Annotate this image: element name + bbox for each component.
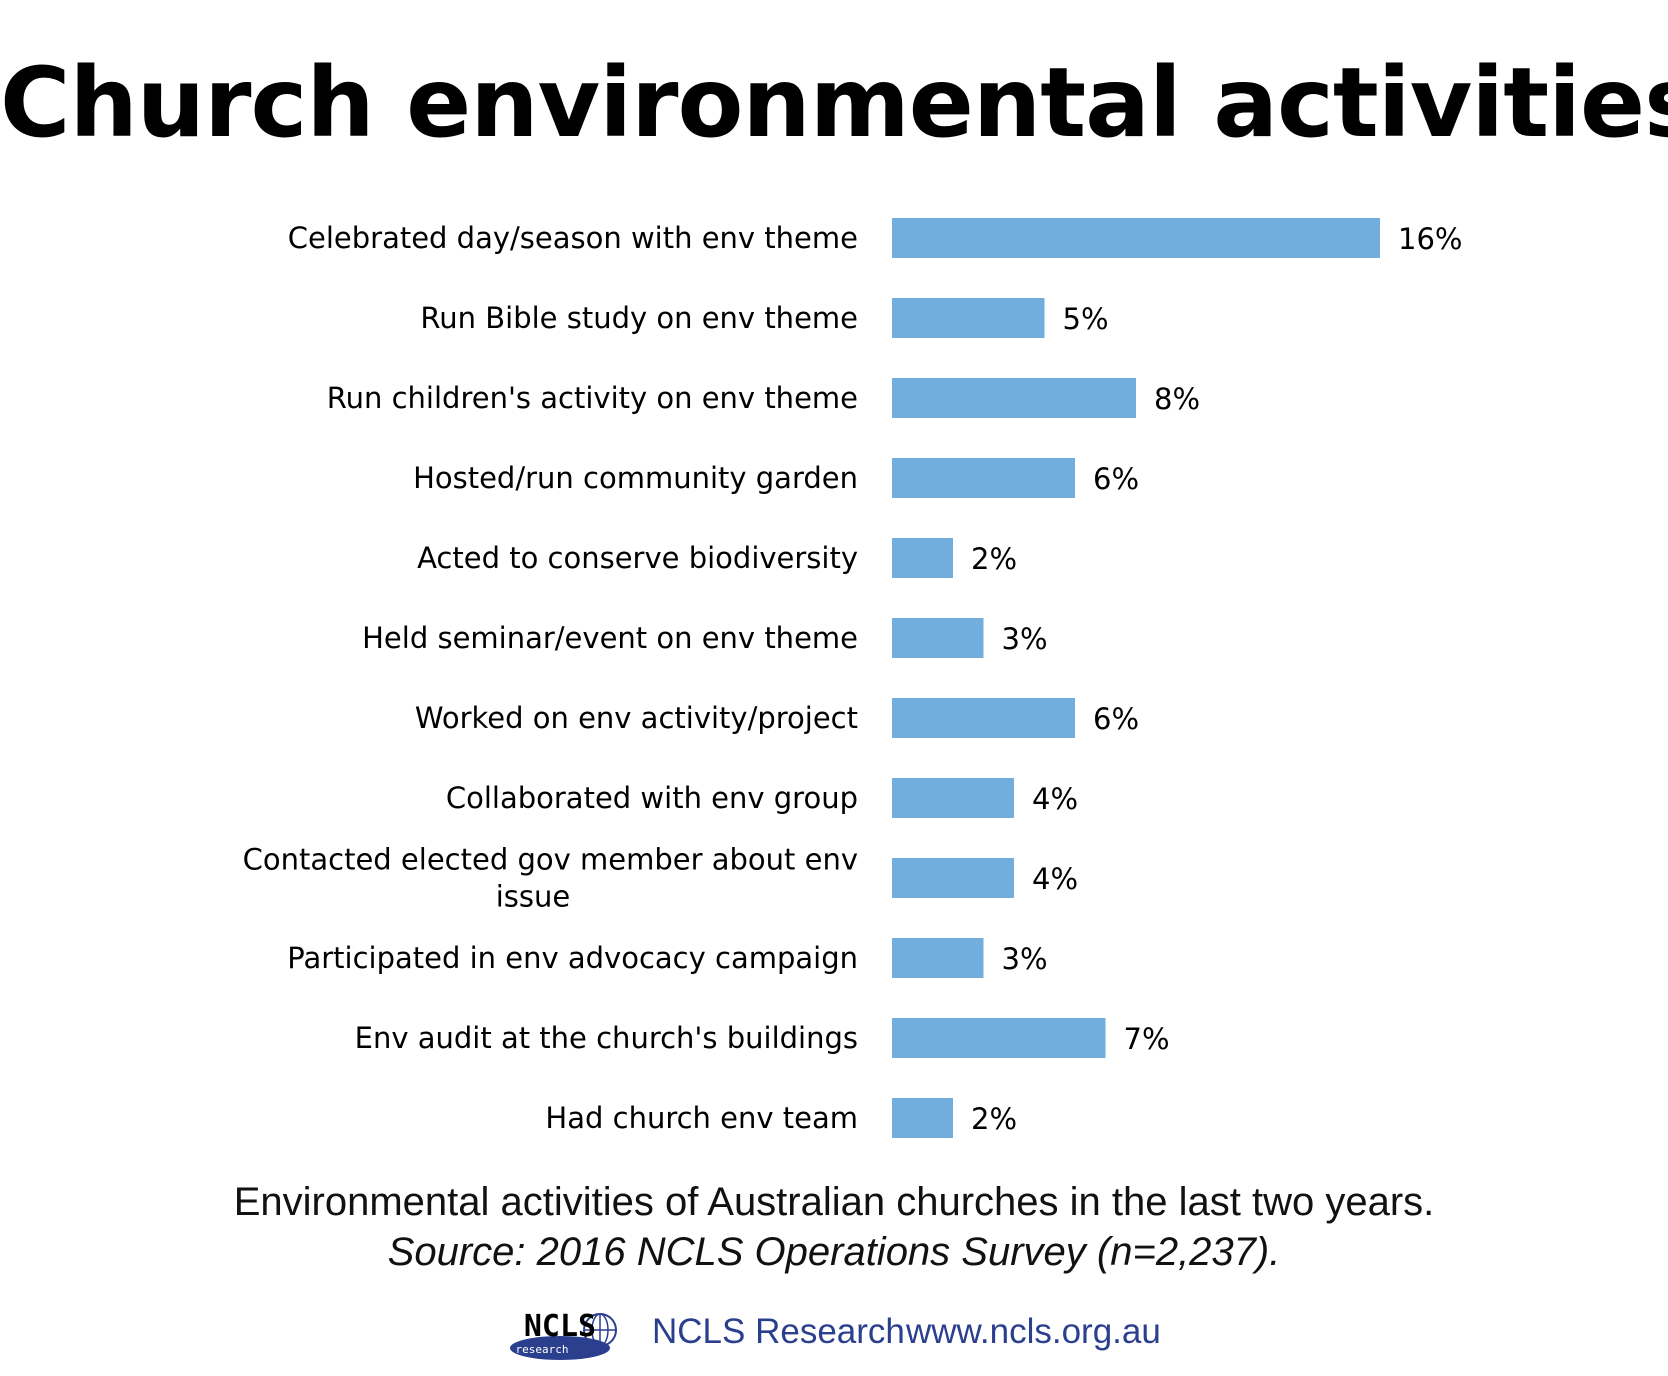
data-label: 4% xyxy=(1032,862,1078,896)
data-label: 3% xyxy=(1002,622,1048,656)
bar xyxy=(892,698,1075,738)
footer: NCLS research NCLS Research www.ncls.org… xyxy=(0,1300,1668,1362)
bar xyxy=(892,378,1136,418)
category-label: Run Bible study on env theme xyxy=(420,301,858,335)
bar xyxy=(892,938,984,978)
category-label: Acted to conserve biodiversity xyxy=(417,541,858,575)
data-label: 16% xyxy=(1398,222,1462,256)
category-label: Run children's activity on env theme xyxy=(327,381,858,415)
category-label: Contacted elected gov member about env is… xyxy=(243,843,858,914)
data-label: 3% xyxy=(1002,942,1048,976)
logo-text: NCLS xyxy=(524,1309,596,1344)
category-label: Hosted/run community garden xyxy=(413,461,858,495)
bar xyxy=(892,778,1014,818)
org-name: NCLS Research xyxy=(652,1312,905,1351)
chart-description: Environmental activities of Australian c… xyxy=(233,1180,1435,1224)
category-label: Participated in env advocacy campaign xyxy=(287,941,858,975)
data-label: 8% xyxy=(1154,382,1200,416)
logo-subtext: research xyxy=(516,1343,569,1356)
data-label: 5% xyxy=(1063,302,1109,336)
data-label: 6% xyxy=(1093,462,1139,496)
ncls-logo-icon: NCLS research xyxy=(510,1309,617,1360)
data-label: 4% xyxy=(1032,782,1078,816)
category-label: Had church env team xyxy=(545,1101,858,1135)
chart-source: Source: 2016 NCLS Operations Survey (n=2… xyxy=(387,1230,1281,1274)
bar xyxy=(892,458,1075,498)
org-url-link[interactable]: www.ncls.org.au xyxy=(906,1312,1161,1351)
chart-title: Church environmental activities xyxy=(0,47,1668,159)
data-label: 7% xyxy=(1124,1022,1170,1056)
category-label: Celebrated day/season with env theme xyxy=(288,221,858,255)
data-label: 6% xyxy=(1093,702,1139,736)
bar xyxy=(892,1098,953,1138)
category-label: Env audit at the church's buildings xyxy=(355,1021,858,1055)
bar xyxy=(892,618,984,658)
category-label: Collaborated with env group xyxy=(446,781,858,815)
data-label: 2% xyxy=(971,1102,1017,1136)
bar xyxy=(892,218,1380,258)
bar xyxy=(892,858,1014,898)
bar xyxy=(892,1018,1106,1058)
data-label: 2% xyxy=(971,542,1017,576)
category-label: Held seminar/event on env theme xyxy=(362,621,858,655)
bar xyxy=(892,298,1045,338)
bar xyxy=(892,538,953,578)
category-label: Worked on env activity/project xyxy=(415,701,858,735)
